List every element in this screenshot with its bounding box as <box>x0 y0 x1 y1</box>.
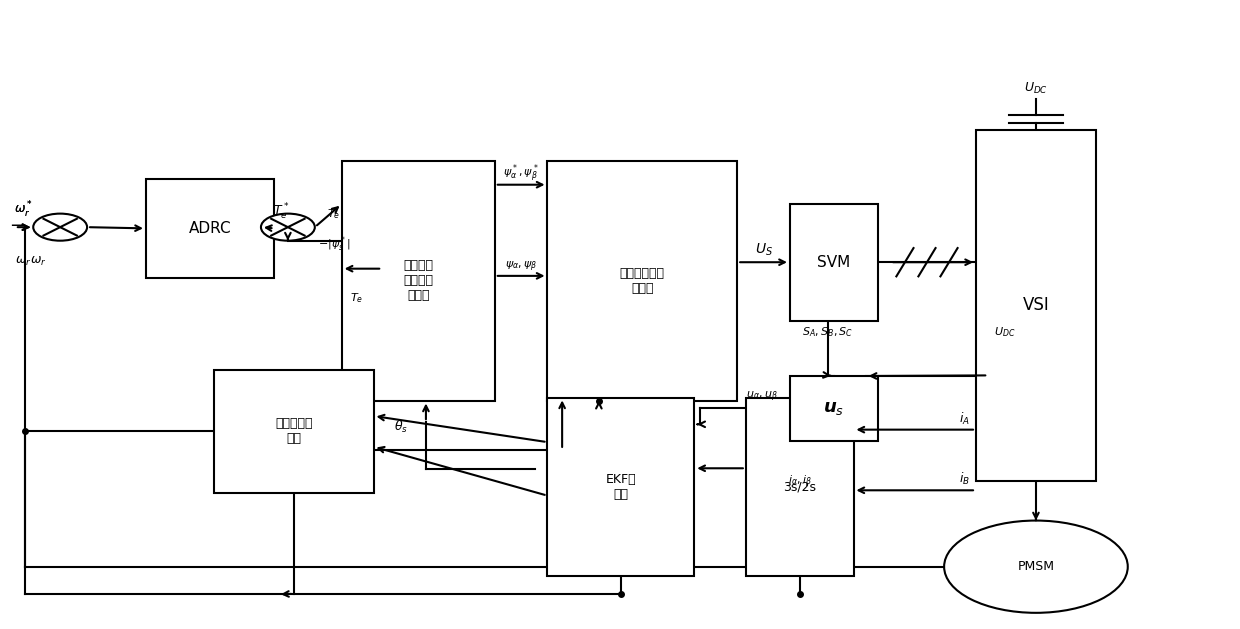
Text: $T_e^*$: $T_e^*$ <box>273 202 289 222</box>
Text: $\theta_s$: $\theta_s$ <box>393 419 408 435</box>
Text: $\omega_r^*$: $\omega_r^*$ <box>14 200 32 220</box>
Text: $\psi_\alpha^*, \psi_\beta^*$: $\psi_\alpha^*, \psi_\beta^*$ <box>503 162 539 185</box>
FancyBboxPatch shape <box>547 398 694 576</box>
Text: $\psi_\alpha, \psi_\beta$: $\psi_\alpha, \psi_\beta$ <box>505 259 537 274</box>
Circle shape <box>944 521 1127 613</box>
Text: $\boldsymbol{u}_s$: $\boldsymbol{u}_s$ <box>823 399 844 417</box>
Text: $i_A$: $i_A$ <box>959 411 970 426</box>
FancyBboxPatch shape <box>547 161 738 401</box>
FancyBboxPatch shape <box>146 179 274 277</box>
Text: $\omega_r^*$: $\omega_r^*$ <box>14 200 32 220</box>
Text: 电磁转矩的
计算: 电磁转矩的 计算 <box>275 418 312 445</box>
Text: $\omega_r$: $\omega_r$ <box>30 255 46 267</box>
Text: $S_A, S_B, S_C$: $S_A, S_B, S_C$ <box>802 325 853 338</box>
Text: PMSM: PMSM <box>1018 560 1054 573</box>
FancyBboxPatch shape <box>976 130 1096 481</box>
Text: SVM: SVM <box>817 255 851 270</box>
Text: $i_\alpha, i_\beta$: $i_\alpha, i_\beta$ <box>787 474 812 490</box>
Text: $U_{DC}$: $U_{DC}$ <box>1024 81 1048 96</box>
Circle shape <box>33 214 87 241</box>
Text: $-|\psi_s^*|$: $-|\psi_s^*|$ <box>319 235 351 254</box>
Text: ADRC: ADRC <box>188 221 232 236</box>
Text: 3s/2s: 3s/2s <box>784 480 816 493</box>
Text: VSI: VSI <box>1023 296 1049 314</box>
Text: $-$: $-$ <box>9 215 24 233</box>
FancyBboxPatch shape <box>790 376 878 440</box>
FancyBboxPatch shape <box>215 370 373 493</box>
Text: $\omega_r$: $\omega_r$ <box>15 255 31 267</box>
Text: $U_{DC}$: $U_{DC}$ <box>994 325 1016 338</box>
FancyBboxPatch shape <box>790 204 878 321</box>
Text: 参考定子
磁链矢量
的计算: 参考定子 磁链矢量 的计算 <box>403 259 433 302</box>
FancyBboxPatch shape <box>342 161 495 401</box>
Text: $i_B$: $i_B$ <box>959 471 970 487</box>
Text: 参考电压矢量
的计算: 参考电压矢量 的计算 <box>620 267 665 294</box>
Text: $T_e$: $T_e$ <box>327 207 340 221</box>
Text: $T_e$: $T_e$ <box>351 292 363 306</box>
Text: $U_S$: $U_S$ <box>754 242 773 258</box>
FancyBboxPatch shape <box>745 398 853 576</box>
Circle shape <box>260 214 315 241</box>
Text: EKF观
测器: EKF观 测器 <box>605 473 636 501</box>
Text: $u_\alpha, u_\beta$: $u_\alpha, u_\beta$ <box>745 390 777 404</box>
